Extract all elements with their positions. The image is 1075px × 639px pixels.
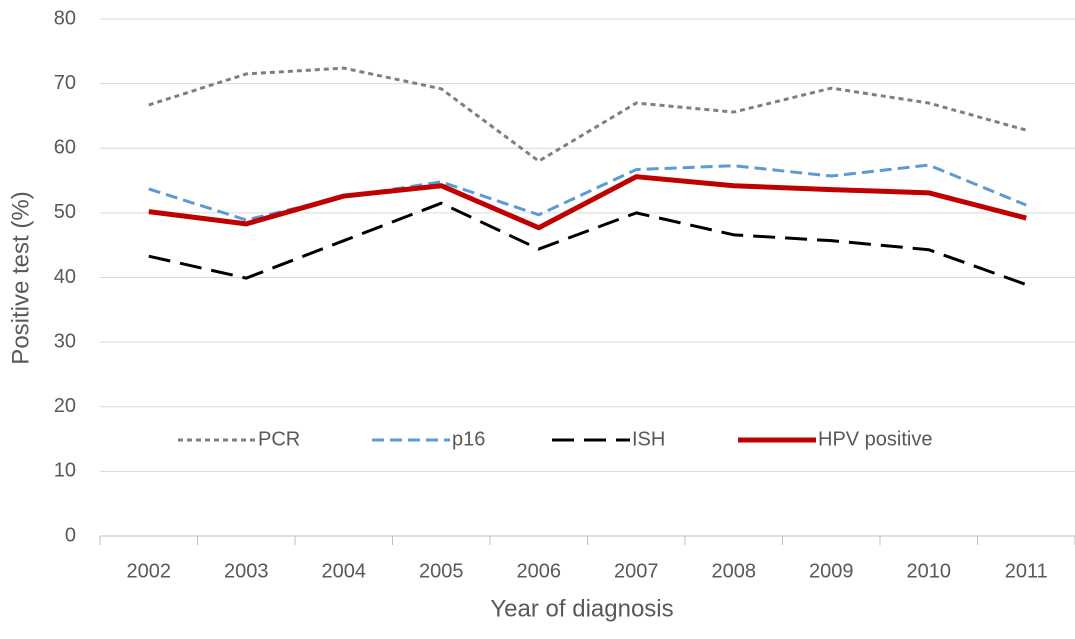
x-tick-label: 2002 [127,560,172,582]
x-tick-label: 2006 [517,560,562,582]
x-axis-label: Year of diagnosis [490,595,673,622]
legend-label: p16 [452,428,485,450]
y-axis-label: Positive test (%) [7,191,34,364]
y-tick-label: 10 [54,460,76,482]
legend-label: HPV positive [818,428,933,450]
x-tick-label: 2011 [1005,560,1048,582]
x-tick-label: 2008 [712,560,757,582]
y-tick-label: 30 [54,330,76,352]
x-tick-label: 2010 [907,560,952,582]
y-tick-label: 40 [54,266,76,288]
legend-label: PCR [258,428,300,450]
series-line [148,66,1027,163]
series-line [148,201,1027,287]
legend-label: ISH [632,428,665,450]
y-tick-label: 60 [54,137,76,159]
y-tick-label: 70 [54,72,76,94]
x-tick-label: 2007 [614,560,659,582]
x-tick-label: 2003 [224,560,269,582]
y-tick-label: 0 [65,524,76,546]
y-tick-label: 50 [54,201,76,223]
x-tick-label: 2004 [322,560,367,582]
x-tick-label: 2005 [419,560,464,582]
x-tick-label: 2009 [809,560,854,582]
series-line [148,174,1027,231]
y-tick-label: 80 [54,7,76,29]
y-tick-label: 20 [54,395,76,417]
